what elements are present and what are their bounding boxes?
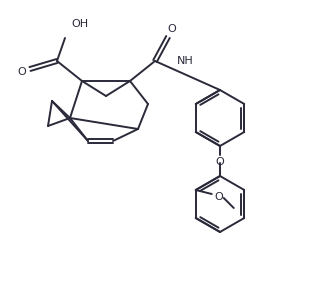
Text: NH: NH xyxy=(177,56,194,66)
Text: O: O xyxy=(216,157,224,167)
Text: O: O xyxy=(214,192,223,202)
Text: O: O xyxy=(167,24,176,34)
Text: O: O xyxy=(18,67,26,77)
Text: OH: OH xyxy=(71,19,89,29)
